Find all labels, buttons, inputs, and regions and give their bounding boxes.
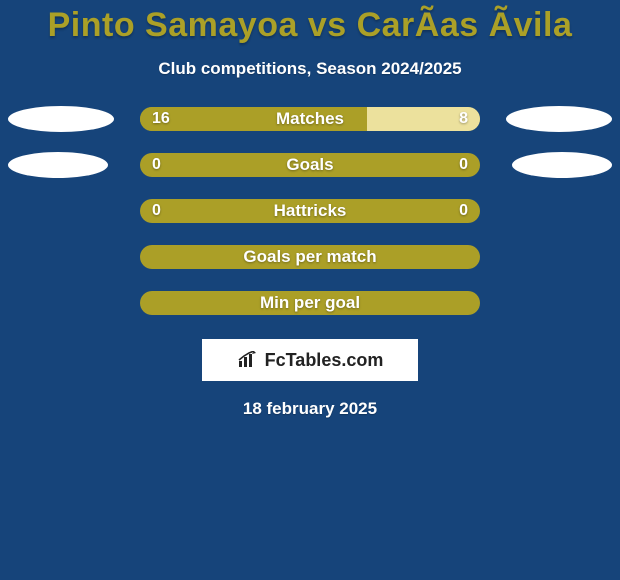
- barchart-icon: [237, 351, 259, 369]
- stat-value-left: 0: [152, 153, 161, 177]
- stat-row: Min per goal: [0, 291, 620, 315]
- stat-value-left: 0: [152, 199, 161, 223]
- brand-text: FcTables.com: [265, 350, 384, 371]
- stat-value-right: 0: [459, 199, 468, 223]
- stat-value-left: 16: [152, 107, 170, 131]
- stat-label: Hattricks: [140, 199, 480, 223]
- stat-label: Goals: [140, 153, 480, 177]
- stat-value-right: 0: [459, 153, 468, 177]
- stat-row: Matches168: [0, 107, 620, 131]
- player-left-badge: [8, 152, 108, 178]
- stat-bar: Matches168: [140, 107, 480, 131]
- stat-bar: Goals0 0: [140, 153, 480, 177]
- page-title: Pinto Samayoa vs CarÃ­as Ãvila: [0, 0, 620, 45]
- bar-fill-left: [140, 107, 367, 131]
- stat-row: Hattricks0 0: [0, 199, 620, 223]
- player-right-badge: [506, 106, 612, 132]
- stat-bar: Min per goal: [140, 291, 480, 315]
- stat-label: Min per goal: [140, 291, 480, 315]
- stat-row: Goals0 0: [0, 153, 620, 177]
- date: 18 february 2025: [0, 399, 620, 419]
- brand-box: FcTables.com: [202, 339, 418, 381]
- stat-bar: Goals per match: [140, 245, 480, 269]
- stat-value-right: 8: [459, 107, 468, 131]
- comparison-card: Pinto Samayoa vs CarÃ­as Ãvila Club comp…: [0, 0, 620, 580]
- subtitle: Club competitions, Season 2024/2025: [0, 59, 620, 79]
- stat-row: Goals per match: [0, 245, 620, 269]
- stat-label: Goals per match: [140, 245, 480, 269]
- stat-rows: Matches168Goals00Hattricks00Goals per ma…: [0, 107, 620, 315]
- player-left-badge: [8, 106, 114, 132]
- stat-bar: Hattricks0 0: [140, 199, 480, 223]
- player-right-badge: [512, 152, 612, 178]
